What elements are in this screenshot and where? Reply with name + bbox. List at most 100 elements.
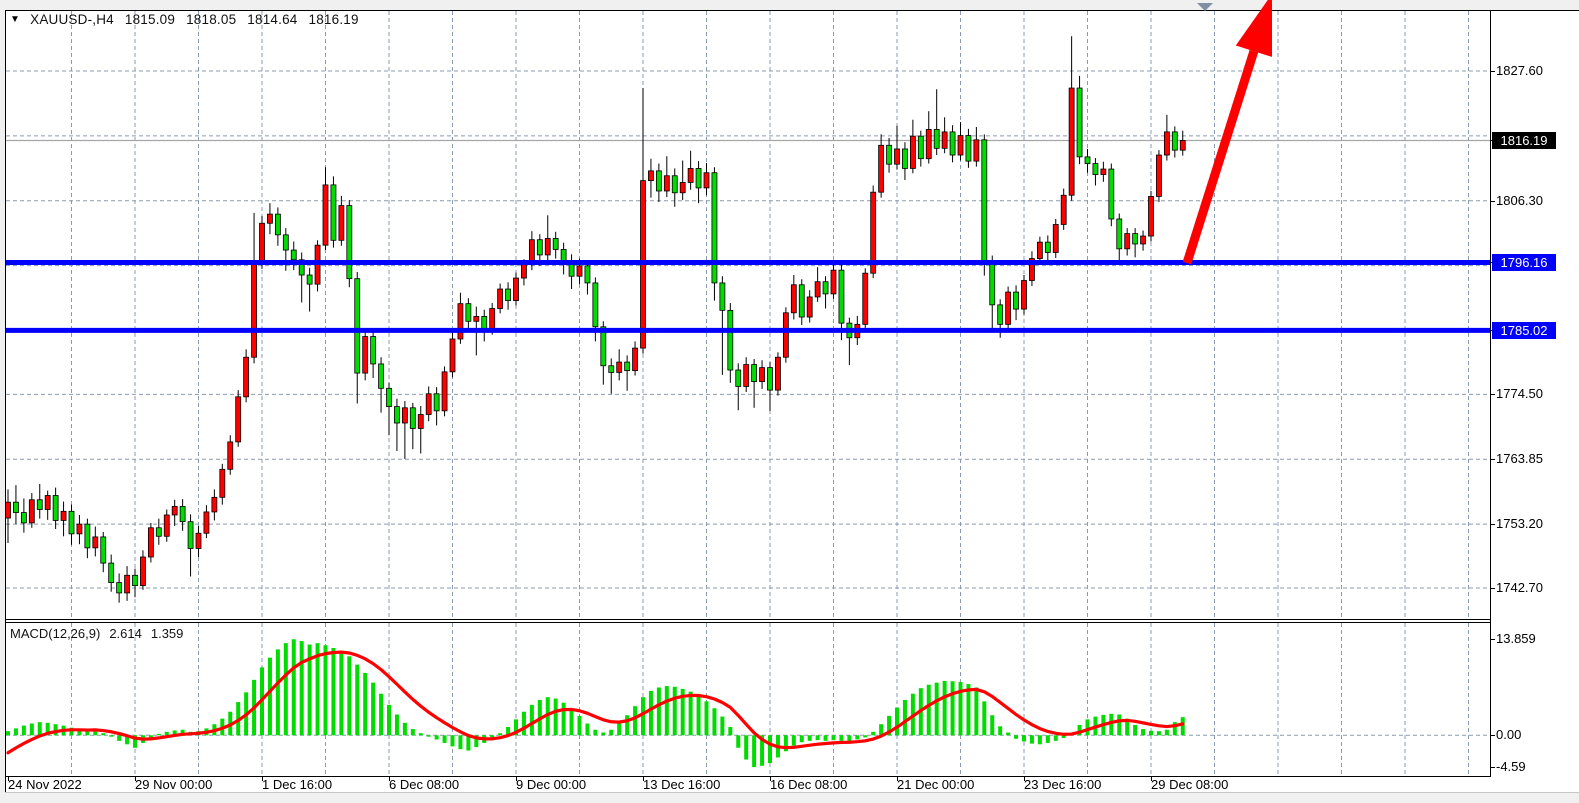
candle-body — [338, 205, 345, 241]
candle-body — [648, 170, 654, 182]
price-chart-panel[interactable] — [6, 11, 1490, 619]
time-axis-label: 21 Dec 00:00 — [897, 777, 975, 792]
macd-bar — [6, 731, 10, 736]
macd-bar — [696, 695, 701, 736]
macd-bar — [529, 704, 534, 736]
macd-bar — [1172, 722, 1177, 736]
macd-bar — [672, 686, 677, 736]
candle-body — [76, 523, 83, 535]
price-axis-line[interactable] — [1490, 10, 1491, 776]
panel-separator-bottom[interactable] — [5, 622, 1491, 623]
candle-body — [100, 536, 107, 564]
macd-bar — [1077, 724, 1082, 736]
macd-bar — [958, 681, 963, 736]
macd-bar — [466, 735, 471, 751]
macd-indicator-panel[interactable] — [6, 623, 1490, 776]
candle-body — [735, 369, 742, 387]
ohlc-low: 1814.64 — [247, 12, 298, 27]
candle-body — [655, 170, 662, 192]
macd-bar — [1180, 717, 1185, 736]
candle-body — [274, 213, 281, 236]
macd-bar — [728, 726, 733, 736]
candle-body — [1179, 140, 1186, 151]
candle-body — [608, 365, 615, 373]
candle-body — [973, 139, 980, 162]
price-axis-label: 1806.30 — [1496, 192, 1543, 208]
macd-bar — [339, 650, 344, 736]
macd-bar — [736, 735, 741, 748]
chart-shift-marker-icon[interactable] — [1197, 3, 1213, 11]
candle-body — [521, 264, 527, 279]
candle-body — [203, 511, 210, 534]
candle-body — [409, 407, 416, 429]
candle-body — [441, 371, 448, 412]
macd-bar — [950, 681, 955, 736]
macd-bar — [299, 641, 304, 736]
macd-bar — [982, 701, 987, 736]
macd-bar — [1117, 714, 1122, 736]
macd-bar — [1045, 735, 1050, 743]
macd-bar — [879, 724, 884, 736]
macd-bar — [331, 647, 336, 736]
macd-bar — [371, 682, 376, 736]
candle-body — [941, 131, 948, 149]
macd-bar — [720, 716, 725, 736]
macd-bar — [363, 672, 368, 736]
panel-separator-top[interactable] — [5, 619, 1491, 620]
axis-tick — [1490, 71, 1495, 72]
macd-bar — [895, 707, 899, 736]
candle-body — [108, 562, 115, 583]
macd-bar — [275, 649, 280, 736]
candle-body — [806, 296, 813, 318]
axis-tick — [770, 776, 771, 781]
candle-body — [489, 308, 496, 331]
macd-bar — [458, 735, 463, 750]
macd-bar — [1029, 735, 1034, 744]
candle-body — [155, 527, 162, 537]
macd-bar — [291, 639, 296, 736]
axis-tick — [1024, 776, 1025, 781]
candle-body — [362, 336, 369, 374]
macd-bar — [315, 643, 320, 736]
macd-bar — [966, 684, 971, 736]
candle-body — [386, 387, 392, 407]
candle-body — [965, 135, 972, 162]
axis-tick — [1151, 776, 1152, 781]
symbol-dropdown-icon[interactable]: ▼ — [10, 14, 21, 25]
candle-body — [925, 129, 932, 160]
axis-tick — [643, 776, 644, 781]
candle-body — [425, 393, 432, 415]
candle-body — [933, 129, 940, 149]
macd-bar — [847, 735, 852, 742]
candle-body — [251, 261, 257, 358]
macd-bar — [887, 715, 892, 736]
macd-bar — [117, 735, 122, 741]
macd-bar — [553, 698, 558, 736]
macd-bar — [569, 708, 574, 736]
axis-tick — [1490, 394, 1495, 395]
candle-body — [1036, 241, 1043, 259]
axis-tick — [1490, 735, 1495, 736]
macd-bar — [506, 726, 511, 736]
candle-body — [584, 265, 591, 284]
candle-body — [290, 249, 297, 261]
candle-body — [259, 222, 265, 263]
macd-bar — [998, 726, 1003, 736]
candle-body — [878, 144, 885, 193]
candle-body — [282, 234, 289, 251]
candle-body — [632, 347, 638, 372]
macd-bar — [450, 735, 455, 747]
candle-body — [663, 175, 670, 192]
candle-body — [354, 278, 361, 374]
candle-body — [1116, 218, 1123, 250]
macd-histogram — [6, 639, 1185, 768]
candle-body — [1100, 168, 1107, 175]
candle-body — [36, 499, 43, 510]
ohlc-open: 1815.09 — [124, 12, 176, 27]
candle-body — [536, 239, 543, 256]
macd-bar — [839, 735, 844, 741]
macd-bar — [1014, 735, 1019, 739]
candle-body — [92, 536, 99, 549]
candle-body — [140, 556, 146, 587]
axis-tick — [1490, 767, 1495, 768]
